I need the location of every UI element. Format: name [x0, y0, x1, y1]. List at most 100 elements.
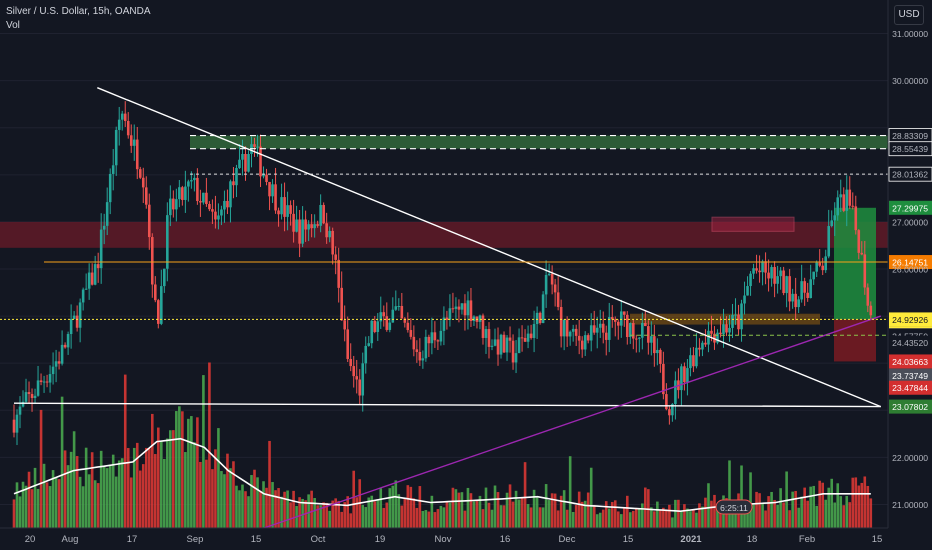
volume-bar — [169, 430, 172, 528]
volume-bar — [710, 500, 713, 528]
volume-bar — [190, 416, 193, 528]
candle-body — [214, 211, 217, 220]
volume-bar — [592, 504, 596, 528]
volume-bar — [827, 487, 831, 528]
volume-bar — [51, 470, 55, 528]
volume-bar — [728, 460, 731, 528]
volume-bar — [511, 501, 515, 528]
time-axis[interactable]: 20 Aug 17 Sep 15 Oct 19 Nov 16 Dec 15 2021 18 Feb 15 — [0, 527, 932, 550]
volume-bar — [833, 502, 837, 528]
candle-body — [373, 320, 377, 332]
time-label: Feb — [799, 534, 815, 545]
candle-body — [370, 320, 374, 344]
volume-bar — [280, 496, 283, 528]
candle-body — [421, 358, 425, 361]
candle-body — [803, 281, 806, 293]
candle-body — [487, 329, 491, 347]
candle-body — [343, 320, 346, 330]
price-axis[interactable]: 31.00000 30.00000 28.83309 28.55439 28.01362… — [887, 0, 932, 528]
volume-bar — [553, 493, 557, 528]
volume-bar — [343, 502, 346, 528]
volume-bar — [809, 486, 812, 528]
candle-body — [190, 180, 193, 182]
candle-body — [169, 198, 172, 216]
volume-bar — [144, 447, 148, 528]
candle-body — [583, 335, 587, 350]
volume-bar — [337, 500, 340, 528]
volume-bar — [63, 450, 67, 528]
volume-bar — [529, 507, 533, 528]
volume-bar — [340, 511, 343, 528]
volume-bar — [806, 500, 809, 528]
volume-bar — [719, 509, 722, 528]
volume-bar — [430, 495, 434, 528]
volume-bar — [439, 505, 443, 528]
candle-body — [686, 368, 689, 383]
price-label-bg — [888, 141, 932, 157]
white-trendline — [97, 87, 882, 408]
volume-bar — [821, 482, 824, 528]
volume-bar — [716, 506, 719, 528]
time-label: 20 — [25, 534, 36, 545]
candle-body — [157, 300, 160, 324]
volume-bar — [388, 488, 392, 528]
candle-body — [84, 288, 88, 290]
candle-body — [454, 306, 458, 309]
volume-bar — [75, 456, 79, 528]
volume-bar — [761, 503, 764, 528]
volume-bar — [30, 489, 34, 528]
volume-bar — [307, 494, 310, 528]
chart-title: Silver / U.S. Dollar, 15h, OANDA — [6, 6, 151, 17]
volume-bar — [163, 458, 166, 528]
volume-bar — [863, 476, 867, 528]
volume-bar — [184, 452, 187, 528]
price-label: 26.14751 — [892, 258, 928, 268]
candle-body — [863, 254, 867, 288]
candle-body — [220, 209, 223, 216]
volume-bar — [583, 500, 587, 528]
volume-bar — [153, 454, 157, 528]
volume-bar — [265, 487, 268, 528]
candle-body — [367, 343, 371, 346]
candle-body — [81, 289, 85, 303]
candle-body — [553, 284, 557, 293]
currency-button[interactable]: USD — [894, 5, 924, 25]
volume-bar — [205, 459, 208, 528]
candle-body — [842, 194, 846, 211]
volume-bar — [322, 502, 325, 528]
candle-body — [851, 205, 855, 207]
volume-bar — [451, 487, 455, 528]
price-label: 28.55439 — [892, 144, 928, 154]
candle-body — [586, 335, 590, 341]
candle-body — [271, 184, 274, 197]
volume-bar — [391, 485, 395, 528]
candle-body — [301, 219, 304, 244]
volume-bar — [635, 508, 638, 528]
candle-body — [472, 316, 476, 322]
candle-body — [511, 340, 515, 363]
volume-bar — [713, 494, 716, 528]
volume-bar — [232, 461, 235, 528]
candle-body — [388, 322, 392, 330]
volume-bar — [755, 491, 758, 528]
volume-bar — [126, 448, 130, 528]
price-label: 24.43520 — [892, 338, 928, 348]
candle-body — [662, 363, 665, 395]
candle-body — [277, 210, 280, 215]
candle-body — [36, 380, 40, 396]
candle-body — [75, 315, 79, 328]
candle-body — [860, 252, 864, 255]
volume-bar — [836, 483, 840, 528]
candle-body — [559, 306, 563, 337]
volume-bar — [433, 512, 437, 528]
candle-body — [235, 168, 238, 186]
candle-body — [283, 197, 286, 217]
volume-bar — [346, 496, 350, 528]
volume-bar — [692, 510, 695, 528]
candle-body — [415, 349, 419, 352]
candle-body — [671, 403, 674, 416]
candle-body — [692, 355, 695, 367]
volume-bar — [114, 476, 118, 528]
volume-bar — [60, 396, 64, 528]
